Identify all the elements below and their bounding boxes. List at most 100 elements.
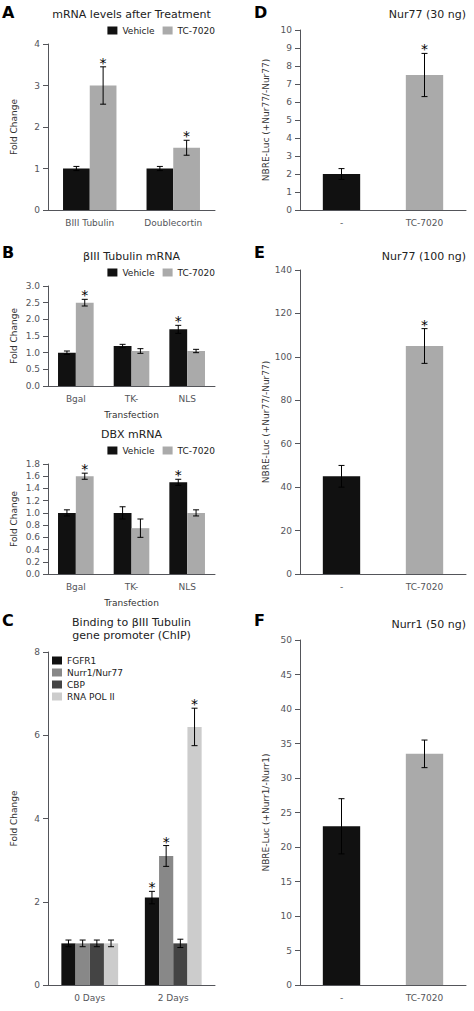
svg-text:9: 9 xyxy=(286,43,292,53)
svg-text:Binding to βIII Tubulin: Binding to βIII Tubulin xyxy=(72,616,191,629)
svg-text:45: 45 xyxy=(281,670,292,680)
svg-text:8: 8 xyxy=(34,647,40,657)
svg-text:25: 25 xyxy=(281,808,292,818)
svg-text:Fold Change: Fold Change xyxy=(9,99,19,155)
svg-text:20: 20 xyxy=(281,526,293,536)
svg-text:*: * xyxy=(175,313,182,329)
svg-text:*: * xyxy=(421,317,428,333)
svg-text:40: 40 xyxy=(281,482,293,492)
svg-text:4: 4 xyxy=(286,133,292,143)
svg-text:0.2: 0.2 xyxy=(26,557,40,567)
svg-text:1.2: 1.2 xyxy=(26,496,40,506)
svg-text:10: 10 xyxy=(281,911,293,921)
svg-text:Fold Change: Fold Change xyxy=(9,491,19,547)
svg-text:TK-: TK- xyxy=(124,582,139,592)
svg-text:6: 6 xyxy=(34,730,40,740)
svg-text:3.0: 3.0 xyxy=(26,281,41,291)
svg-text:4: 4 xyxy=(34,814,40,824)
svg-text:0: 0 xyxy=(34,205,40,215)
svg-text:gene promoter (ChIP): gene promoter (ChIP) xyxy=(72,629,191,642)
svg-text:0.5: 0.5 xyxy=(26,364,40,374)
svg-text:140: 140 xyxy=(275,265,292,275)
svg-text:8: 8 xyxy=(286,61,292,71)
svg-text:1.8: 1.8 xyxy=(26,459,41,469)
svg-text:Transfection: Transfection xyxy=(103,598,159,608)
svg-text:FGFR1: FGFR1 xyxy=(67,656,96,666)
svg-text:1.5: 1.5 xyxy=(26,331,40,341)
svg-text:0.4: 0.4 xyxy=(26,545,41,555)
svg-text:*: * xyxy=(191,696,198,712)
svg-text:mRNA levels after Treatment: mRNA levels after Treatment xyxy=(52,8,211,21)
svg-text:NBRE-Luc (+Nurr1/-Nurr1): NBRE-Luc (+Nurr1/-Nurr1) xyxy=(261,753,271,871)
svg-text:1: 1 xyxy=(286,187,292,197)
svg-text:*: * xyxy=(183,128,190,144)
svg-text:RNA POL II: RNA POL II xyxy=(67,692,115,702)
svg-text:Vehicle: Vehicle xyxy=(122,446,155,456)
svg-text:0: 0 xyxy=(34,980,40,990)
svg-text:0: 0 xyxy=(286,980,292,990)
svg-text:NLS: NLS xyxy=(178,582,196,592)
svg-text:Vehicle: Vehicle xyxy=(122,26,155,36)
svg-text:6: 6 xyxy=(286,97,292,107)
svg-text:1.6: 1.6 xyxy=(26,471,41,481)
svg-text:30: 30 xyxy=(281,773,293,783)
svg-text:2: 2 xyxy=(286,169,292,179)
svg-text:Fold Change: Fold Change xyxy=(9,790,19,846)
svg-text:-: - xyxy=(340,993,343,1003)
svg-text:Nurr1 (50 ng): Nurr1 (50 ng) xyxy=(391,618,466,631)
svg-text:3: 3 xyxy=(286,151,292,161)
svg-text:Nur77 (100 ng): Nur77 (100 ng) xyxy=(382,250,466,263)
svg-text:βIII Tubulin mRNA: βIII Tubulin mRNA xyxy=(83,250,180,263)
svg-text:D: D xyxy=(254,3,267,22)
svg-text:Vehicle: Vehicle xyxy=(122,268,155,278)
svg-text:60: 60 xyxy=(281,439,293,449)
svg-text:Transfection: Transfection xyxy=(103,410,159,420)
svg-text:1: 1 xyxy=(34,164,40,174)
svg-text:Bgal: Bgal xyxy=(66,394,86,404)
svg-text:0: 0 xyxy=(286,569,292,579)
svg-text:-: - xyxy=(340,582,343,592)
svg-text:CBP: CBP xyxy=(67,680,85,690)
svg-text:4: 4 xyxy=(34,39,40,49)
svg-text:100: 100 xyxy=(275,352,292,362)
svg-text:40: 40 xyxy=(281,704,293,714)
svg-text:Nurr1/Nur77: Nurr1/Nur77 xyxy=(67,668,123,678)
svg-text:NBRE-Luc (+Nur77/-Nur77): NBRE-Luc (+Nur77/-Nur77) xyxy=(261,59,271,181)
svg-text:NBRE-Luc (+Nur77/-Nur77): NBRE-Luc (+Nur77/-Nur77) xyxy=(261,361,271,483)
svg-text:1.4: 1.4 xyxy=(26,483,41,493)
svg-text:TC-7020: TC-7020 xyxy=(177,446,216,456)
svg-text:0.0: 0.0 xyxy=(26,569,41,579)
svg-text:BIII Tubulin: BIII Tubulin xyxy=(65,218,114,228)
svg-text:120: 120 xyxy=(275,308,292,318)
svg-text:TC-7020: TC-7020 xyxy=(405,993,444,1003)
svg-text:20: 20 xyxy=(281,842,293,852)
svg-text:50: 50 xyxy=(281,635,293,645)
svg-text:35: 35 xyxy=(281,739,292,749)
svg-text:2: 2 xyxy=(34,122,40,132)
svg-text:*: * xyxy=(81,287,88,303)
svg-text:5: 5 xyxy=(286,946,292,956)
svg-text:0: 0 xyxy=(286,205,292,215)
svg-text:Bgal: Bgal xyxy=(66,582,86,592)
svg-text:2: 2 xyxy=(34,897,40,907)
svg-text:1.0: 1.0 xyxy=(26,508,41,518)
svg-text:0.8: 0.8 xyxy=(26,520,41,530)
svg-text:*: * xyxy=(148,879,155,895)
svg-text:3: 3 xyxy=(34,81,40,91)
svg-text:*: * xyxy=(81,461,88,477)
svg-text:2 Days: 2 Days xyxy=(158,993,189,1003)
svg-text:*: * xyxy=(421,41,428,57)
svg-text:F: F xyxy=(254,611,265,630)
svg-text:DBX mRNA: DBX mRNA xyxy=(101,428,163,441)
svg-text:0.6: 0.6 xyxy=(26,532,41,542)
svg-text:5: 5 xyxy=(286,115,292,125)
svg-text:C: C xyxy=(2,611,14,630)
svg-text:E: E xyxy=(254,243,265,262)
svg-text:*: * xyxy=(100,55,107,71)
svg-text:80: 80 xyxy=(281,395,293,405)
svg-text:7: 7 xyxy=(286,79,292,89)
svg-text:Nur77 (30 ng): Nur77 (30 ng) xyxy=(389,8,466,21)
svg-text:0.0: 0.0 xyxy=(26,381,41,391)
svg-text:Fold Change: Fold Change xyxy=(9,308,19,364)
svg-text:*: * xyxy=(175,467,182,483)
